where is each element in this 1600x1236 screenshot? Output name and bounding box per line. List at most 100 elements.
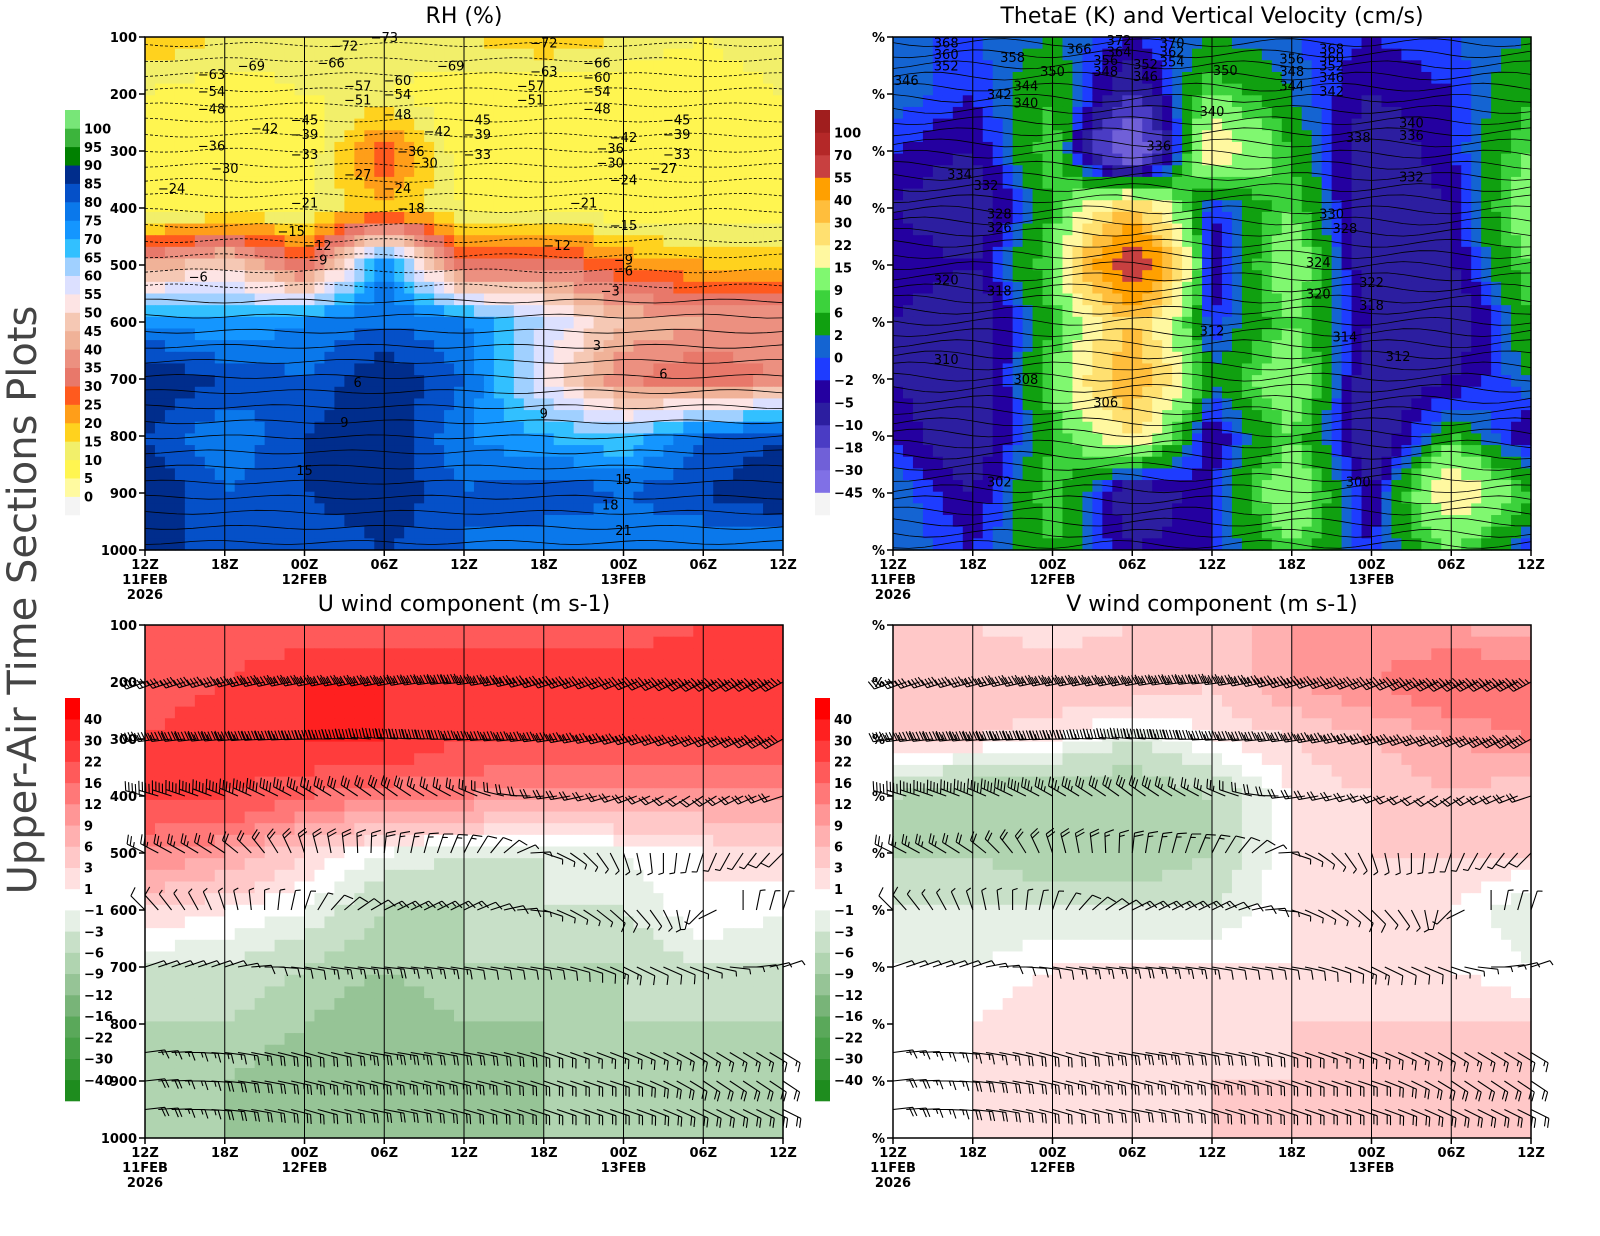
field-cell [1291, 153, 1303, 166]
field-cell [1441, 176, 1452, 190]
field-cell [513, 293, 525, 306]
field-cell [444, 480, 455, 493]
field-cell [1511, 375, 1522, 388]
field-cell [1261, 118, 1273, 131]
field-cell [244, 328, 256, 341]
field-cell [483, 491, 495, 504]
field-cell [992, 37, 1004, 50]
field-cell [254, 235, 266, 248]
field-cell [473, 270, 485, 283]
field-cell [414, 200, 425, 213]
field-cell [304, 71, 316, 85]
field-cell [1441, 130, 1452, 143]
field-cell [982, 270, 994, 283]
colorbar-label: 45 [84, 325, 102, 340]
field-cell [154, 433, 166, 446]
field-cell [543, 118, 555, 131]
field-cell [733, 363, 744, 376]
field-cell [444, 328, 455, 341]
field-cell [573, 526, 585, 539]
field-cell [164, 468, 176, 481]
field-cell [1281, 223, 1293, 236]
field-cell [533, 176, 545, 190]
field-cell [1212, 351, 1223, 365]
field-cell [1281, 281, 1293, 295]
contour-label: −42 [424, 125, 451, 140]
field-cell [753, 421, 764, 435]
field-cell [703, 456, 714, 469]
field-cell [244, 468, 256, 481]
field-cell [244, 141, 256, 155]
field-cell [1361, 141, 1373, 155]
field-cell [1162, 211, 1173, 225]
field-cell [713, 235, 724, 248]
field-cell [344, 200, 355, 213]
field-cell [274, 95, 286, 108]
field-cell [1281, 37, 1293, 50]
field-cell [1371, 37, 1383, 50]
field-cell [763, 165, 774, 178]
field-cell [473, 433, 485, 446]
field-cell [1481, 258, 1492, 271]
field-cell [1501, 153, 1512, 166]
field-cell [414, 95, 425, 108]
field-cell [274, 526, 286, 539]
field-cell [1112, 316, 1123, 330]
field-cell [553, 375, 565, 388]
contour-label: −39 [464, 128, 491, 143]
field-cell [204, 351, 216, 365]
field-cell [145, 456, 156, 469]
field-cell [454, 351, 465, 365]
field-cell [922, 48, 934, 61]
field-cell [414, 468, 425, 481]
field-cell [1401, 141, 1412, 155]
field-cell [583, 211, 595, 225]
field-cell [942, 235, 954, 248]
field-cell [493, 95, 505, 108]
field-cell [1082, 270, 1093, 283]
field-cell [1132, 176, 1143, 190]
field-cell [1062, 375, 1074, 388]
field-cell [1212, 340, 1223, 353]
field-cell [164, 386, 176, 400]
field-cell [972, 153, 984, 166]
field-cell [483, 211, 495, 225]
field-cell [1202, 60, 1213, 73]
field-cell [763, 386, 774, 400]
field-cell [374, 421, 385, 435]
field-cell [274, 130, 286, 143]
field-cell [184, 515, 196, 528]
field-cell [1022, 316, 1034, 330]
field-cell [1321, 165, 1333, 178]
field-cell [1361, 118, 1373, 131]
field-cell [483, 176, 495, 190]
field-cell [145, 526, 156, 539]
field-cell [214, 503, 226, 516]
field-cell [1511, 351, 1522, 365]
panel-thetae: 3683603523463583423443403503663563483723… [870, 4, 1545, 603]
field-cell [603, 37, 615, 50]
field-cell [643, 398, 655, 411]
field-cell [473, 95, 485, 108]
field-cell [1092, 386, 1103, 400]
field-cell [1002, 130, 1014, 143]
field-cell [583, 246, 595, 260]
field-cell [693, 165, 704, 178]
field-cell [1341, 165, 1353, 178]
field-cell [214, 211, 226, 225]
field-cell [1072, 246, 1084, 260]
page-title: Upper-Air Time Sections Plots [0, 306, 46, 895]
field-cell [1371, 270, 1383, 283]
field-cell [593, 95, 605, 108]
field-cell [1501, 71, 1512, 85]
field-cell [384, 375, 395, 388]
field-cell [1391, 37, 1403, 50]
field-cell [1501, 118, 1512, 131]
field-cell [1192, 176, 1203, 190]
field-cell [902, 48, 914, 61]
field-cell [1102, 165, 1113, 178]
field-cell [653, 305, 664, 318]
field-cell [394, 363, 405, 376]
field-cell [962, 386, 974, 400]
field-cell [623, 433, 635, 446]
